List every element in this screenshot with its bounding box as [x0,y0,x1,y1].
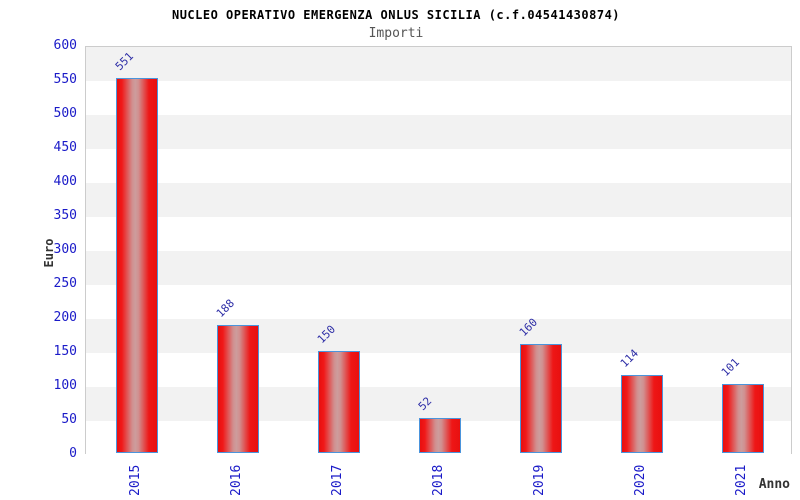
x-tick-label-2015: 2015 [127,464,143,496]
bar-2017 [317,351,360,453]
x-tick-label-2021: 2021 [733,464,749,496]
bar-2018 [418,418,461,453]
chart-title: NUCLEO OPERATIVO EMERGENZA ONLUS SICILIA… [171,8,621,22]
y-axis-title: Euro [42,238,56,268]
bar-2016 [216,325,259,453]
grid-band [86,353,791,387]
y-tick-label: 250 [53,276,77,291]
grid-band [86,251,791,285]
grid-band [86,149,791,183]
grid-band [86,387,791,421]
bar-2021 [721,384,764,453]
y-tick-label: 450 [53,140,77,155]
chart-subtitle: Importi [368,26,424,41]
plot-area: 551 188 150 52 160 114 101 [85,46,792,455]
grid-band [86,115,791,149]
bar-2019 [519,344,562,453]
grid-band [86,285,791,319]
grid-band [86,183,791,217]
grid-band [86,319,791,353]
y-tick-label: 550 [53,72,77,87]
grid-band [86,81,791,115]
y-tick-label: 150 [53,344,77,359]
x-axis-title: Anno [758,477,790,492]
y-tick-label: 500 [53,106,77,121]
grid-band [86,217,791,251]
y-tick-label: 50 [61,412,77,427]
x-tick-label-2020: 2020 [632,464,648,496]
x-tick-label-2016: 2016 [228,464,244,496]
y-tick-label: 600 [53,38,77,53]
bar-2015 [115,78,158,453]
y-tick-label: 0 [69,446,77,461]
bar-2020 [620,375,663,453]
grid-band [86,47,791,81]
y-tick-label: 100 [53,378,77,393]
x-tick-label-2018: 2018 [430,464,446,496]
y-tick-label: 350 [53,208,77,223]
y-tick-label: 300 [53,242,77,257]
y-tick-label: 200 [53,310,77,325]
y-tick-label: 400 [53,174,77,189]
x-tick-label-2019: 2019 [531,464,547,496]
x-tick-label-2017: 2017 [329,464,345,496]
